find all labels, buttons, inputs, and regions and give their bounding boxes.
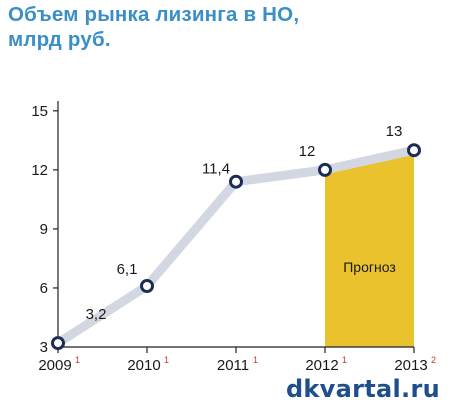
x-tick-label: 2013	[394, 357, 427, 374]
x-tick-note: 1	[164, 355, 169, 365]
y-tick-label: 6	[40, 280, 48, 297]
data-label: 13	[386, 123, 403, 140]
y-tick-label: 12	[31, 162, 48, 179]
data-point	[51, 336, 65, 351]
y-tick-label: 15	[31, 103, 48, 120]
x-tick-note: 1	[253, 355, 258, 365]
x-tick-label: 2011	[217, 357, 249, 374]
watermark: dkvartal.ru	[285, 375, 440, 403]
data-point	[140, 278, 154, 293]
chart-title: Объем рынка лизинга в НО, млрд руб.	[8, 2, 299, 52]
x-tick-label: 2010	[127, 357, 160, 374]
chart-title-line-2: млрд руб.	[8, 28, 111, 51]
x-tick-note: 2	[431, 355, 436, 365]
data-label: 6,1	[117, 261, 138, 278]
x-tick-note: 1	[342, 355, 347, 365]
forecast-area	[325, 150, 414, 347]
forecast-label: Прогноз	[343, 259, 396, 275]
data-label: 3,2	[86, 306, 107, 323]
chart-title-line-1: Объем рынка лизинга в НО,	[8, 3, 300, 26]
data-label: 11,4	[202, 161, 230, 178]
data-point	[407, 143, 421, 158]
x-tick-label: 2012	[305, 357, 338, 374]
data-label: 12	[299, 143, 316, 160]
y-tick-label: 9	[40, 221, 48, 238]
y-tick-label: 3	[40, 339, 48, 356]
data-point	[318, 162, 332, 177]
x-tick-note: 1	[75, 355, 80, 365]
data-point	[229, 174, 243, 189]
x-tick-label: 2009	[38, 357, 71, 374]
